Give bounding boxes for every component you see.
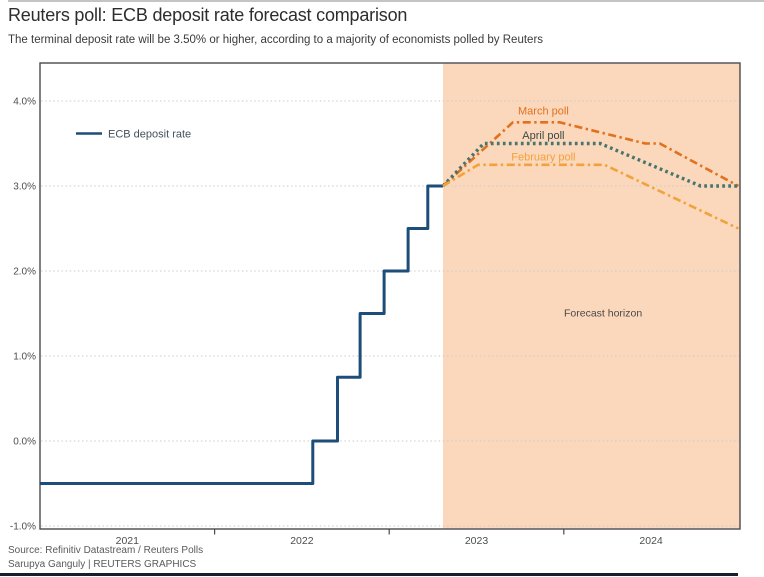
top-rule <box>8 0 764 2</box>
x-tick-label: 2024 <box>639 535 663 547</box>
page-title: Reuters poll: ECB deposit rate forecast … <box>8 5 408 25</box>
credit-line: Sarupya Ganguly | REUTERS GRAPHICS <box>8 559 197 570</box>
legend-label: ECB deposit rate <box>108 129 191 141</box>
bottom-rule <box>0 573 738 576</box>
series-line-ecb-deposit-rate <box>40 184 443 485</box>
page-subtitle: The terminal deposit rate will be 3.50% … <box>8 34 544 46</box>
forecast-region <box>443 63 740 529</box>
x-tick-label: 2021 <box>116 535 140 547</box>
forecast-horizon-label: Forecast horizon <box>564 308 642 320</box>
plot-frame <box>39 62 741 530</box>
series-label-april-poll: April poll <box>522 130 564 142</box>
y-tick-label: -1.0% <box>10 522 36 533</box>
x-tick-label: 2022 <box>290 535 314 547</box>
source-line: Source: Refinitiv Datastream / Reuters P… <box>8 545 204 556</box>
y-tick-label: 2.0% <box>13 267 36 278</box>
y-tick-label: 4.0% <box>13 97 36 108</box>
x-tick-label: 2023 <box>465 535 489 547</box>
y-tick-label: 1.0% <box>13 352 36 363</box>
y-tick-label: 0.0% <box>13 437 36 448</box>
series-label-february-poll: February poll <box>511 151 575 163</box>
series-label-march-poll: March poll <box>518 105 569 117</box>
y-tick-label: 3.0% <box>13 182 36 193</box>
series-line-april-poll <box>441 141 739 188</box>
series-line-february-poll <box>442 163 739 230</box>
